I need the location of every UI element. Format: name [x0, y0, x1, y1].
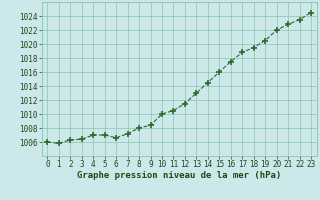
X-axis label: Graphe pression niveau de la mer (hPa): Graphe pression niveau de la mer (hPa) — [77, 171, 281, 180]
